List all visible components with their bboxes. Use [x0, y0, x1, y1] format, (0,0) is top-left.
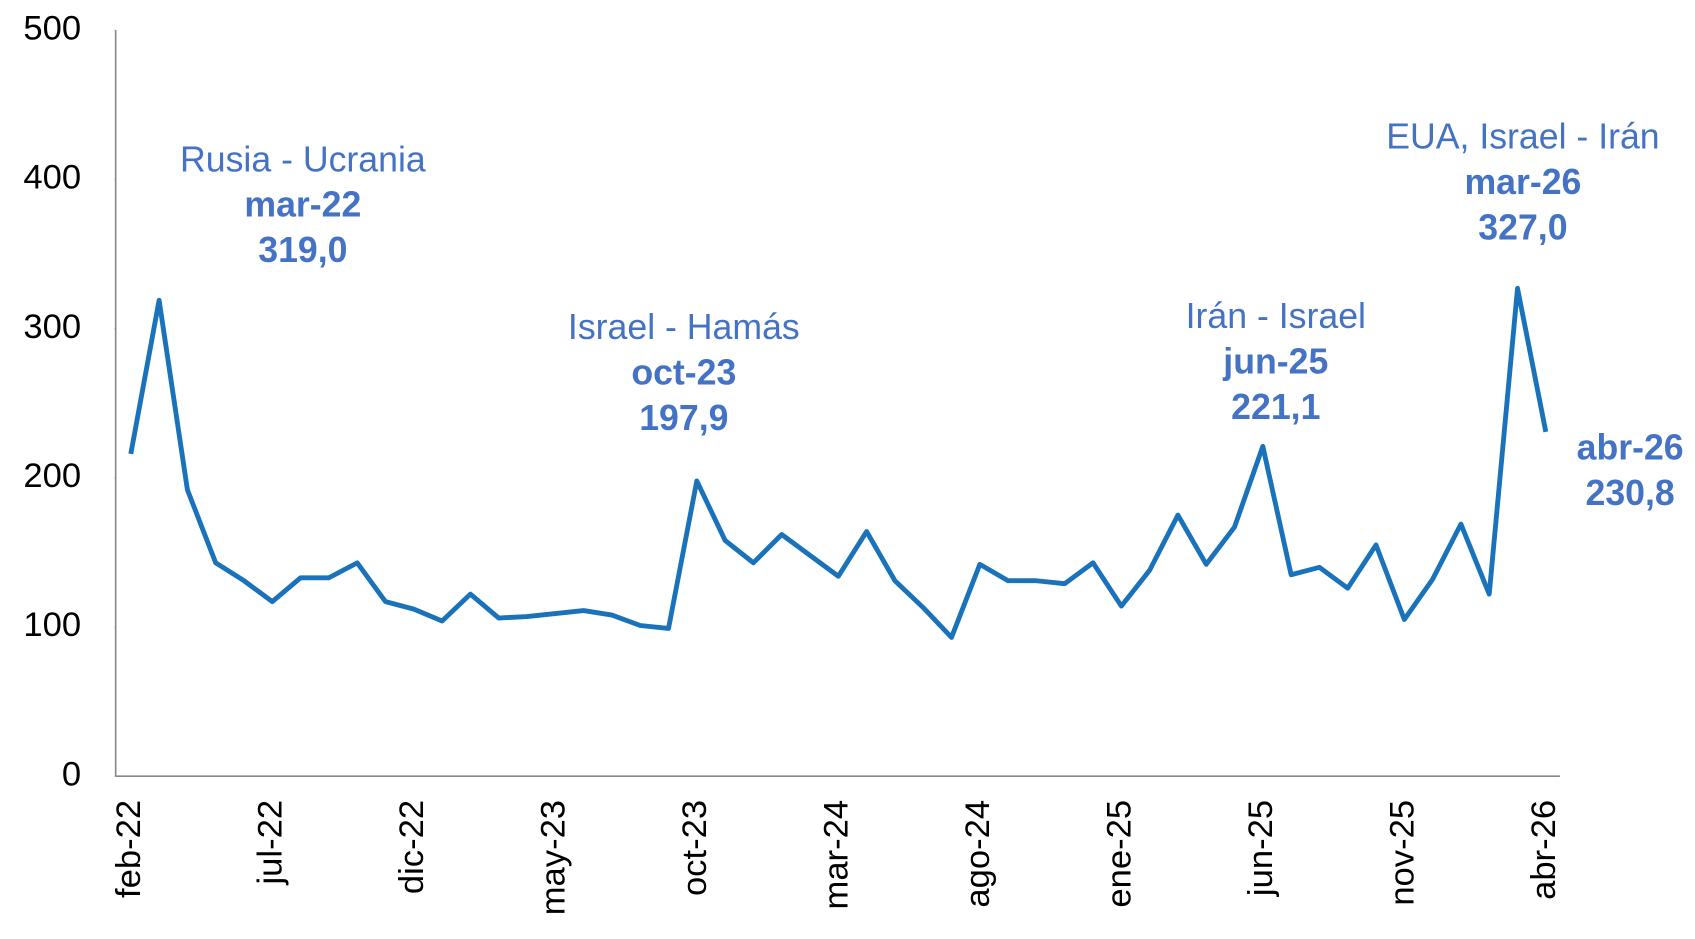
annotation-title: Israel - Hamás	[568, 307, 800, 347]
x-tick-label: may-23	[534, 800, 572, 915]
y-tick-label: 500	[23, 9, 81, 47]
annotation-date: mar-26	[1464, 162, 1581, 202]
value-label: 230,8	[1586, 473, 1675, 513]
x-tick-label: dic-22	[393, 800, 431, 894]
y-tick-label: 0	[62, 755, 81, 793]
x-tick-label: jul-22	[251, 800, 289, 886]
annotation-title: Irán - Israel	[1186, 296, 1366, 336]
data-line	[128, 285, 1549, 640]
x-tick-label: nov-25	[1383, 800, 1421, 906]
value-label: 327,0	[1478, 207, 1567, 247]
annotation-title: EUA, Israel - Irán	[1386, 117, 1659, 157]
annotation-date: mar-22	[244, 185, 361, 225]
annotation-title: Rusia - Ucrania	[180, 139, 426, 179]
x-tick-label: abr-26	[1525, 800, 1563, 900]
x-tick-label: jun-25	[1242, 800, 1280, 897]
x-tick-label: ene-25	[1100, 800, 1138, 908]
y-tick-label: 200	[23, 457, 81, 495]
y-tick-label: 300	[23, 308, 81, 346]
annotation-date: abr-26	[1577, 428, 1684, 468]
annotation-date: jun-25	[1222, 342, 1328, 382]
x-tick-label: ago-24	[959, 800, 997, 908]
value-label: 319,0	[258, 230, 347, 270]
x-tick-label: feb-22	[110, 800, 148, 898]
annotation-date: oct-23	[631, 352, 736, 392]
y-tick-label: 100	[23, 606, 81, 644]
value-label: 221,1	[1231, 387, 1320, 427]
value-label: 197,9	[639, 398, 728, 438]
x-tick-label: oct-23	[676, 800, 714, 896]
x-tick-label: mar-24	[817, 800, 855, 910]
y-tick-label: 400	[23, 159, 81, 197]
